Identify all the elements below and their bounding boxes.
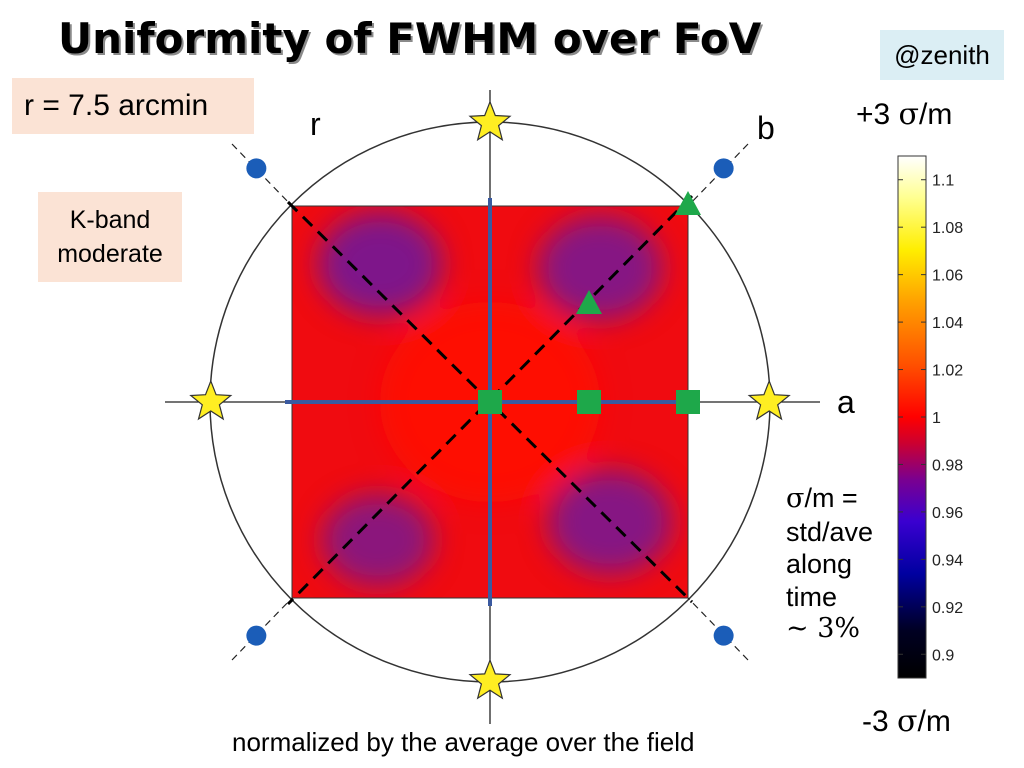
note-line2: std/ave [786,516,874,547]
marker-layer [189,100,791,700]
colorbar-top-label: +3 σ/m [856,98,952,132]
colorbar-tick-label: 1 [932,410,941,427]
diag-outer-bl [231,597,293,661]
axis-label-a: a [837,384,855,420]
diag-dashed-b [286,194,694,606]
colorbar-tick-label: 1.04 [932,315,963,332]
diag-outer-tl [231,143,293,207]
note-line5: ~ 3% [786,613,861,644]
colorbar-tick-label: 0.94 [932,552,963,569]
band-label-line2: moderate [57,240,163,268]
axis-label-b: b [757,110,775,146]
dot-marker-1 [713,158,734,179]
square-marker-1 [577,390,601,414]
colorbar-bottom-per-m: /m [917,705,951,738]
diag-outer-br [687,597,749,661]
triangle-marker-0 [576,290,602,314]
colorbar-tick-label: 0.92 [932,600,963,617]
note-line1-rest: /m = [804,483,858,513]
colorbar-tick-label: 0.98 [932,457,963,474]
note-line4: time [786,581,838,612]
star-marker-0 [468,100,512,142]
colorbar-tick-label: 1.08 [932,220,963,237]
band-label-line1: K-band [69,206,151,234]
colorbar-tick-label: 0.96 [932,505,963,522]
star-marker-3 [468,658,512,700]
colorbar-bottom-prefix: -3 [862,705,898,738]
note-line1: σ/m = [786,482,873,516]
dot-marker-2 [246,625,267,646]
square-marker-2 [676,390,700,414]
colorbar-tick-label: 1.1 [932,173,954,190]
dot-marker-3 [713,625,734,646]
star-marker-2 [747,379,791,421]
triangle-marker-1 [675,191,701,215]
zenith-tag: @zenith [880,30,1004,80]
star-marker-1 [189,379,233,421]
page-title: Uniformity of FWHM over FoV [58,14,762,63]
colorbar-tick-label: 1.06 [932,268,963,285]
radius-label: r = 7.5 arcmin [12,78,254,134]
sigma-symbol-top: σ [898,97,920,132]
square-marker-0 [478,390,502,414]
footer-caption: normalized by the average over the field [232,727,695,757]
colorbar-bottom-label: -3 σ/m [862,705,951,739]
axis-label-r: r [310,106,321,142]
diag-outer-tr [687,143,749,207]
colorbar-ticks: 1.1 1.08 1.06 1.04 1.02 1 0.98 0.96 0.94 0.92 0.9 [898,173,963,664]
note-sigma-symbol: σ [786,483,805,514]
dot-marker-0 [246,158,267,179]
sigma-symbol-bottom: σ [897,704,918,739]
colorbar-tick-label: 1.02 [932,363,963,380]
colorbar-tick-label: 0.9 [932,647,954,664]
sigma-note: σ/m = std/ave along time ~ 3% [786,482,873,646]
note-line3: along [786,549,853,579]
colorbar-top-per-m: /m [919,98,953,131]
colorbar-top-prefix: +3 [856,98,899,131]
band-label: K-band moderate [38,192,182,282]
